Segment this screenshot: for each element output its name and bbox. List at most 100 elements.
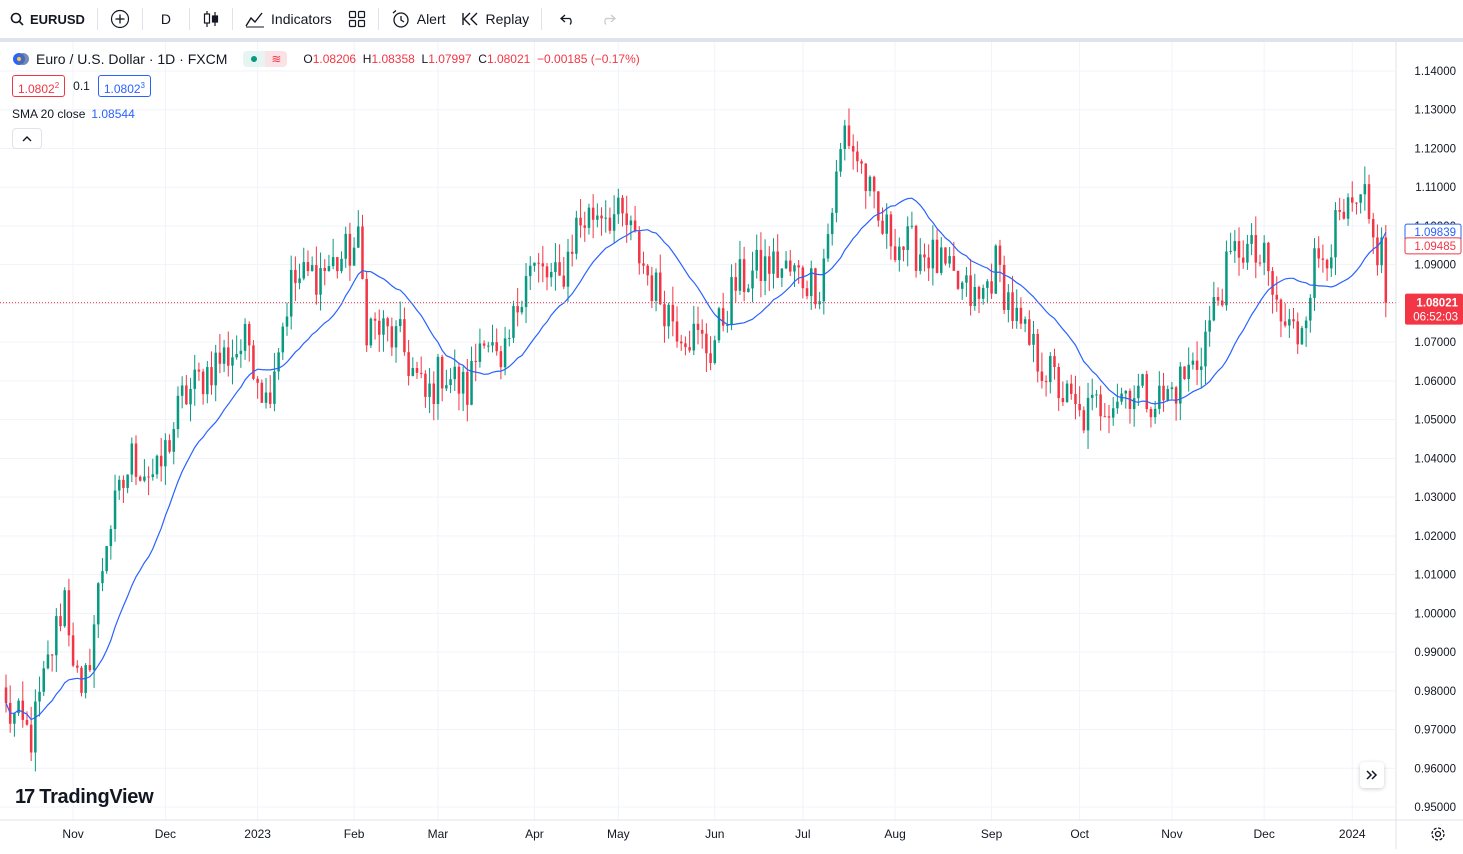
candle-body xyxy=(604,217,607,219)
y-tick-label: 1.12000 xyxy=(1414,143,1456,155)
redo-button[interactable] xyxy=(590,0,626,38)
undo-button[interactable] xyxy=(546,0,590,38)
x-tick-label: Nov xyxy=(62,827,83,841)
candle-body xyxy=(1376,237,1379,266)
candle-body xyxy=(440,356,444,389)
candle-body xyxy=(1015,307,1018,322)
templates-button[interactable] xyxy=(340,0,374,38)
candle-body xyxy=(1258,262,1262,264)
scroll-to-realtime-button[interactable] xyxy=(1360,762,1384,788)
candle-body xyxy=(1325,259,1329,269)
candle-body xyxy=(562,275,566,287)
market-status[interactable]: ≋ xyxy=(243,51,288,67)
candle-body xyxy=(1275,294,1279,300)
candle-body xyxy=(881,220,884,234)
indicators-button[interactable]: Indicators xyxy=(237,0,340,38)
sell-button[interactable]: 1.08022 xyxy=(12,75,66,97)
candle-body xyxy=(772,251,775,274)
candle-body xyxy=(1317,248,1320,259)
candle-body xyxy=(646,265,649,276)
candle-body xyxy=(1283,321,1287,326)
candle-body xyxy=(457,366,461,394)
candle-body xyxy=(143,476,146,481)
candle-body xyxy=(378,320,381,335)
candle-body xyxy=(252,345,255,379)
candle-body xyxy=(579,217,582,226)
candle-body xyxy=(176,395,180,430)
candle-body xyxy=(499,351,503,368)
toolbar-divider xyxy=(189,8,191,30)
candle-body xyxy=(138,476,142,481)
candle-body xyxy=(495,342,498,352)
candle-body xyxy=(591,207,595,220)
logo-mark-icon: 17 xyxy=(15,786,35,808)
candle-body xyxy=(1078,404,1081,411)
y-tick-label: 1.03000 xyxy=(1414,492,1456,504)
candle-body xyxy=(428,383,431,397)
candle-body xyxy=(1103,416,1107,418)
candle-body xyxy=(700,329,704,334)
last-price-text: 1.08021 xyxy=(1416,298,1458,310)
collapse-legend-button[interactable] xyxy=(12,128,42,149)
candle-body xyxy=(575,217,578,254)
candle-body xyxy=(1057,367,1060,399)
candle-body xyxy=(839,149,842,172)
candle-body xyxy=(625,213,628,226)
chart-settings-button[interactable] xyxy=(1428,824,1448,844)
symbol-search[interactable]: EURUSD xyxy=(0,0,93,38)
candle-body xyxy=(856,151,859,162)
candle-body xyxy=(445,385,448,389)
prev-price-label xyxy=(1404,237,1462,255)
candle-body xyxy=(1141,374,1144,386)
alert-button[interactable]: Alert xyxy=(383,0,454,38)
candle-body xyxy=(1158,385,1161,409)
candle-body xyxy=(1355,202,1358,204)
candle-body xyxy=(1204,331,1207,367)
candle-body xyxy=(474,360,477,362)
candle-body xyxy=(117,479,121,491)
interval-button[interactable]: D xyxy=(147,0,185,38)
candle-body xyxy=(1237,241,1241,258)
chart-area[interactable]: 1.140001.130001.120001.110001.100001.090… xyxy=(0,42,1463,849)
candle-body xyxy=(147,476,150,478)
replay-button[interactable]: Replay xyxy=(454,0,538,38)
candle-body xyxy=(419,372,423,374)
candle-body xyxy=(860,161,863,164)
candle-body xyxy=(432,383,436,405)
axes: 1.140001.130001.120001.110001.100001.090… xyxy=(0,42,1463,849)
buy-button[interactable]: 1.08023 xyxy=(97,75,151,97)
candle-body xyxy=(1028,319,1031,345)
candle-body xyxy=(189,388,192,405)
candle-body xyxy=(1107,416,1111,418)
indicator-value: 1.08544 xyxy=(91,107,135,121)
candle-body xyxy=(939,247,943,273)
candle-body xyxy=(411,368,415,376)
candle-body xyxy=(558,262,561,276)
candle-body xyxy=(843,125,847,150)
candle-body xyxy=(789,260,792,272)
candle-body xyxy=(80,667,83,693)
candle-body xyxy=(50,654,54,656)
x-tick-label: Mar xyxy=(428,827,449,841)
candle-body xyxy=(608,217,612,231)
candle-body xyxy=(277,352,280,372)
candle-body xyxy=(508,337,511,339)
x-tick-label: Dec xyxy=(155,827,176,841)
candle-body xyxy=(357,226,360,248)
candle-body xyxy=(1166,389,1169,401)
candle-body xyxy=(1216,297,1220,301)
indicator-legend[interactable]: SMA 20 close 1.08544 xyxy=(12,107,135,121)
candle-body xyxy=(247,323,251,346)
candle-body xyxy=(537,262,540,264)
candle-body xyxy=(1296,321,1299,345)
compare-symbol-button[interactable] xyxy=(102,0,138,38)
spread-value: 0.1 xyxy=(73,79,90,93)
symbol-title[interactable]: Euro / U.S. Dollar · 1D · FXCM xyxy=(36,51,228,67)
candle-body xyxy=(482,343,486,346)
candle-body xyxy=(1040,371,1044,381)
candle-body xyxy=(847,125,851,146)
rewind-icon xyxy=(461,12,478,26)
chart-type-button[interactable] xyxy=(194,0,228,38)
price-chart[interactable]: 1.140001.130001.120001.110001.100001.090… xyxy=(0,42,1463,849)
tradingview-logo[interactable]: 17 TradingView xyxy=(15,786,154,809)
